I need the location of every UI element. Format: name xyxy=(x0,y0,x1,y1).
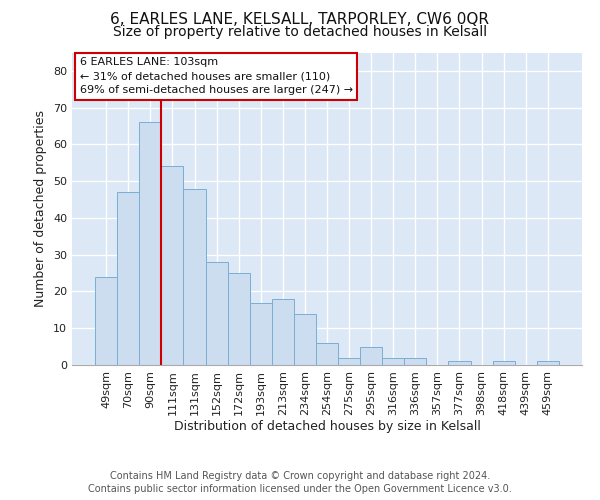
Bar xyxy=(493,362,515,365)
Text: 6 EARLES LANE: 103sqm
← 31% of detached houses are smaller (110)
69% of semi-det: 6 EARLES LANE: 103sqm ← 31% of detached … xyxy=(80,57,353,95)
Bar xyxy=(272,299,294,365)
Bar xyxy=(316,343,338,365)
Bar xyxy=(360,346,382,365)
Text: Size of property relative to detached houses in Kelsall: Size of property relative to detached ho… xyxy=(113,25,487,39)
Bar xyxy=(161,166,184,365)
Bar xyxy=(404,358,427,365)
Bar xyxy=(338,358,360,365)
Bar xyxy=(382,358,404,365)
Bar xyxy=(250,302,272,365)
Bar xyxy=(448,362,470,365)
Bar xyxy=(117,192,139,365)
Bar xyxy=(206,262,227,365)
Bar xyxy=(227,273,250,365)
Bar xyxy=(139,122,161,365)
Text: Contains HM Land Registry data © Crown copyright and database right 2024.
Contai: Contains HM Land Registry data © Crown c… xyxy=(88,471,512,494)
Y-axis label: Number of detached properties: Number of detached properties xyxy=(34,110,47,307)
Bar xyxy=(184,188,206,365)
Text: 6, EARLES LANE, KELSALL, TARPORLEY, CW6 0QR: 6, EARLES LANE, KELSALL, TARPORLEY, CW6 … xyxy=(110,12,490,28)
Bar xyxy=(537,362,559,365)
Bar xyxy=(95,277,117,365)
Bar xyxy=(294,314,316,365)
X-axis label: Distribution of detached houses by size in Kelsall: Distribution of detached houses by size … xyxy=(173,420,481,434)
